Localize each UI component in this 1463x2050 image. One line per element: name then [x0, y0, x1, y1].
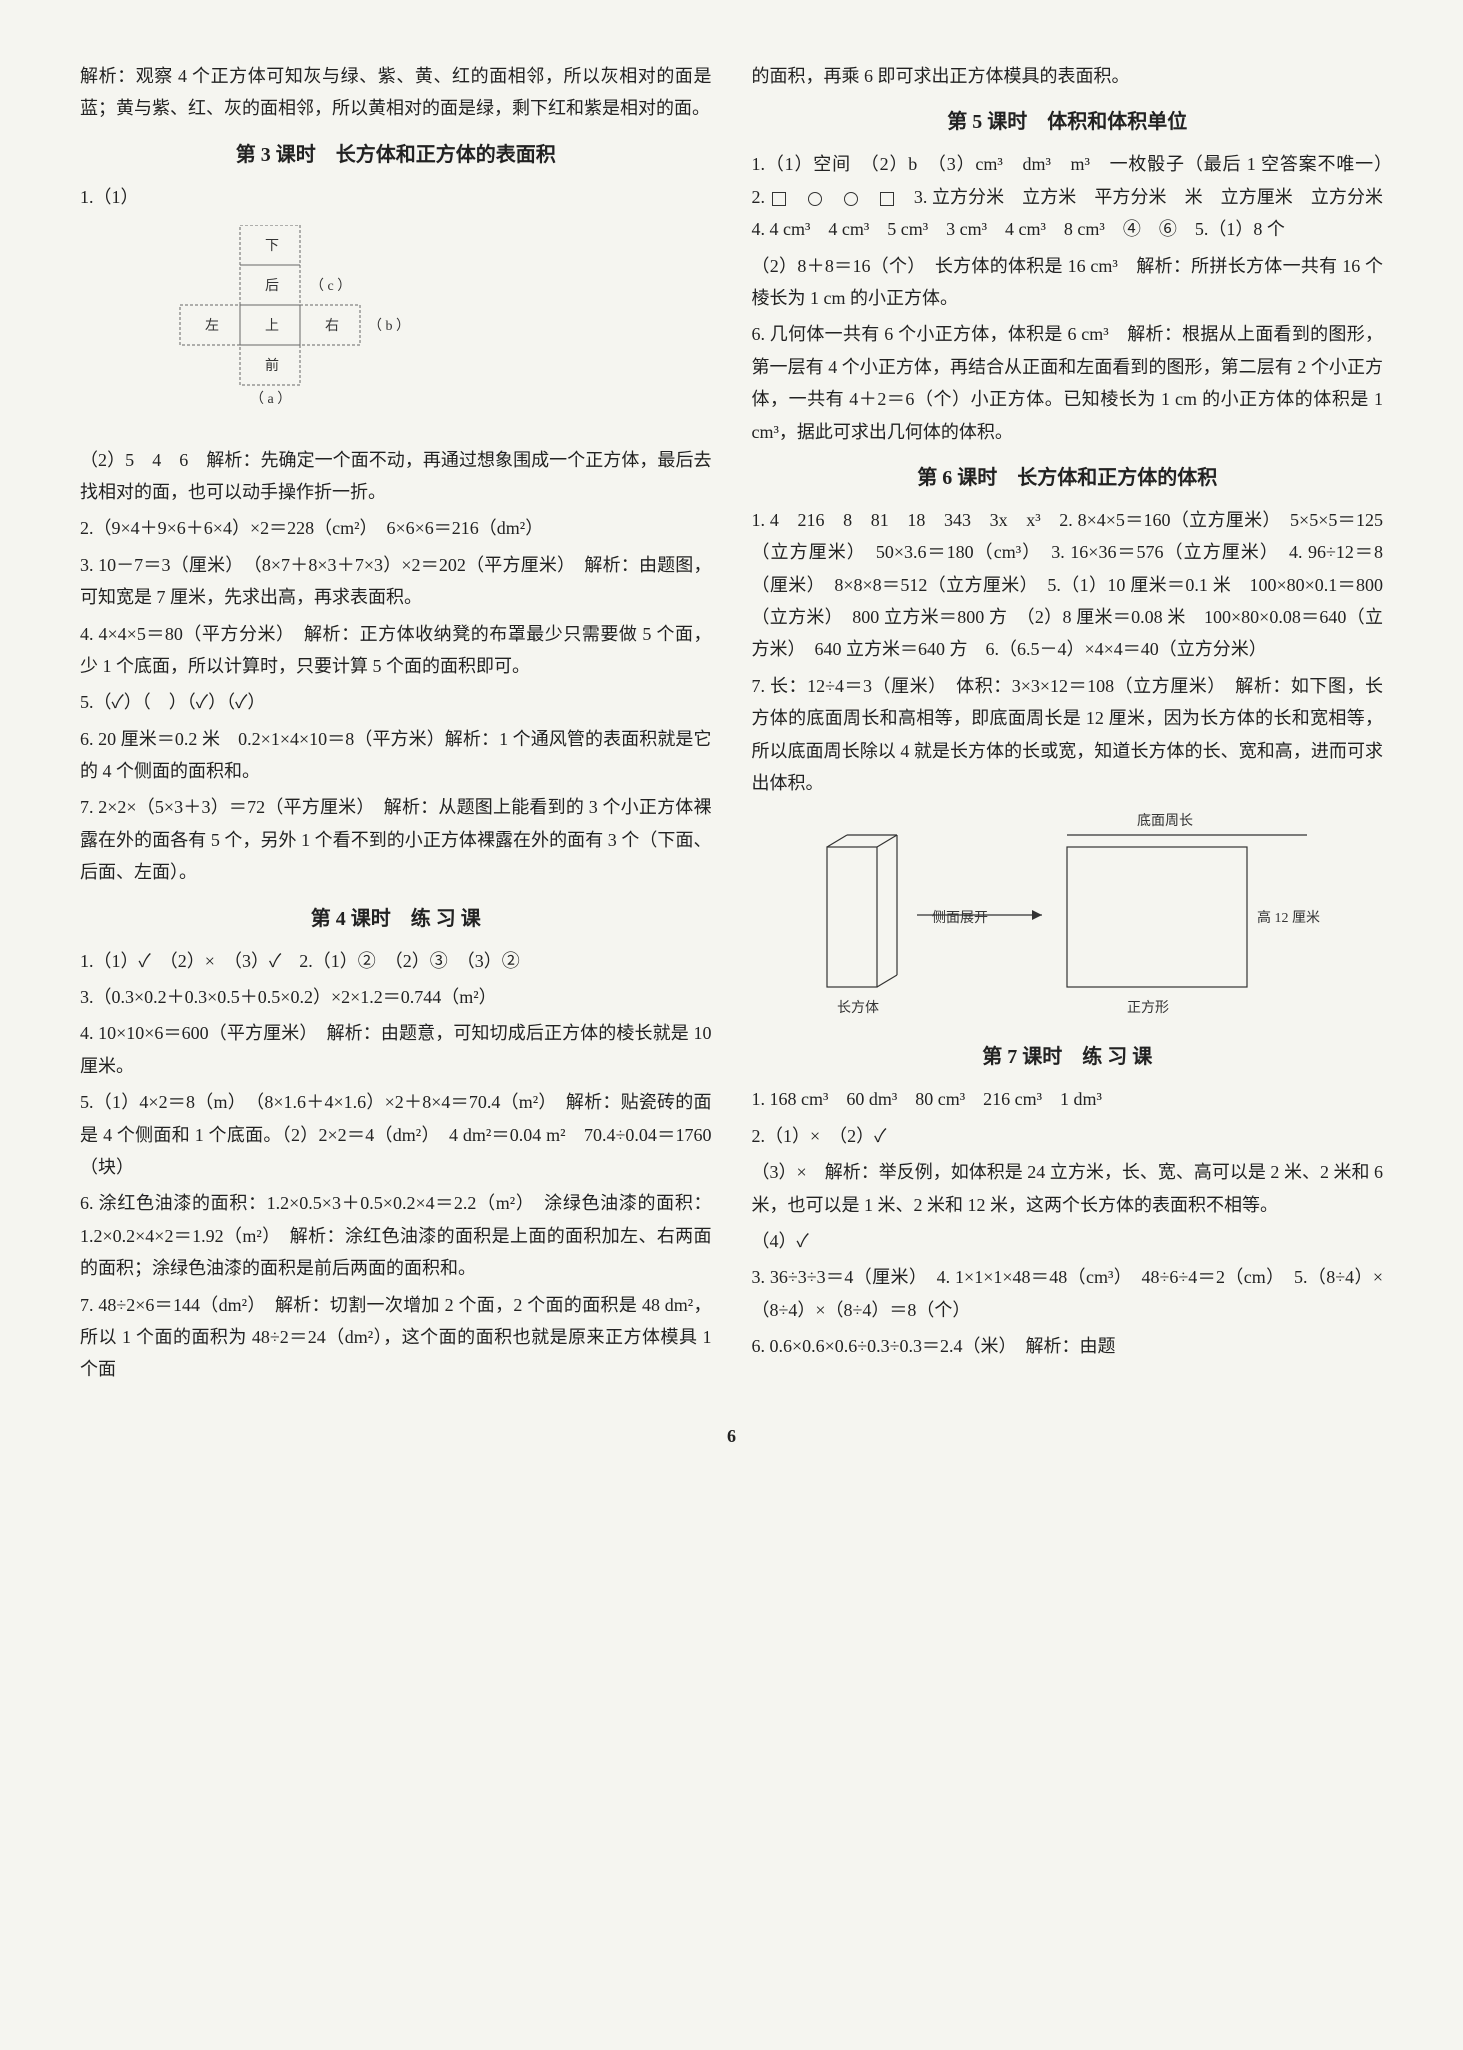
svg-text:（ c ）: （ c ） [310, 278, 351, 294]
cont-para: 的面积，再乘 6 即可求出正方体模具的表面积。 [752, 60, 1384, 92]
q6: 6. 20 厘米＝0.2 米 0.2×1×4×10＝8（平方米）解析：1 个通风… [80, 723, 712, 788]
q2: 2.（9×4＋9×6＋6×4）×2＝228（cm²） 6×6×6＝216（dm²… [80, 512, 712, 544]
s7-q2-4: （4）✓ [752, 1225, 1384, 1257]
s7-q1: 1. 168 cm³ 60 dm³ 80 cm³ 216 cm³ 1 dm³ [752, 1083, 1384, 1115]
svg-text:左: 左 [205, 318, 219, 334]
intro-para: 解析：观察 4 个正方体可知灰与绿、紫、黄、红的面相邻，所以灰相对的面是蓝；黄与… [80, 60, 712, 125]
svg-text:上: 上 [265, 318, 279, 334]
s4-q1: 1.（1）✓ （2）× （3）✓ 2.（1）② （2）③ （3）② [80, 945, 712, 977]
s7-q2-3: （3）× 解析：举反例，如体积是 24 立方米，长、宽、高可以是 2 米、2 米… [752, 1156, 1384, 1221]
page-container: 解析：观察 4 个正方体可知灰与绿、紫、黄、红的面相邻，所以灰相对的面是蓝；黄与… [80, 60, 1383, 1390]
svg-text:前: 前 [265, 357, 279, 374]
s5-q6: 6. 几何体一共有 6 个小正方体，体积是 6 cm³ 解析：根据从上面看到的图… [752, 318, 1384, 448]
s6-q7: 7. 长：12÷4＝3（厘米） 体积：3×3×12＝108（立方厘米） 解析：如… [752, 670, 1384, 800]
svg-text:正方形: 正方形 [1127, 1000, 1169, 1016]
s4-q5: 5.（1）4×2＝8（m） （8×1.6＋4×1.6）×2＋8×4＝70.4（m… [80, 1086, 712, 1183]
section-4-title: 第 4 课时 练 习 课 [80, 901, 712, 937]
svg-text:长方体: 长方体 [837, 1000, 879, 1016]
s5-q1: 1.（1）空间 （2）b （3）cm³ dm³ m³ 一枚骰子（最后 1 空答案… [752, 148, 1384, 245]
s6-q1: 1. 4 216 8 81 18 343 3x x³ 2. 8×4×5＝160（… [752, 504, 1384, 666]
circle-shape-icon [808, 192, 822, 206]
page-number: 6 [80, 1420, 1383, 1452]
right-column: 的面积，再乘 6 即可求出正方体模具的表面积。 第 5 课时 体积和体积单位 1… [752, 60, 1384, 1390]
svg-text:（ a ）: （ a ） [250, 391, 291, 407]
s7-q2: 2.（1）× （2）✓ [752, 1120, 1384, 1152]
svg-text:高 12 厘米: 高 12 厘米 [1257, 909, 1320, 926]
svg-text:（ b ）: （ b ） [368, 318, 410, 334]
q5: 5.（✓）（ ）（✓）（✓） [80, 686, 712, 718]
s7-q6: 6. 0.6×0.6×0.6÷0.3÷0.3＝2.4（米） 解析：由题 [752, 1330, 1384, 1362]
svg-text:右: 右 [325, 318, 339, 334]
cube-net-diagram: 下 后 （ c ） 左 上 右 （ b ） 前 （ a ） [140, 225, 460, 425]
section-6-title: 第 6 课时 长方体和正方体的体积 [752, 460, 1384, 496]
q7: 7. 2×2×（5×3＋3）＝72（平方厘米） 解析：从题图上能看到的 3 个小… [80, 791, 712, 888]
q1-2: （2）5 4 6 解析：先确定一个面不动，再通过想象围成一个正方体，最后去找相对… [80, 444, 712, 509]
s4-q4: 4. 10×10×6＝600（平方厘米） 解析：由题意，可知切成后正方体的棱长就… [80, 1017, 712, 1082]
s4-q3: 3.（0.3×0.2＋0.3×0.5＋0.5×0.2）×2×1.2＝0.744（… [80, 981, 712, 1013]
section-7-title: 第 7 课时 练 习 课 [752, 1039, 1384, 1075]
s7-q3: 3. 36÷3÷3＝4（厘米） 4. 1×1×1×48＝48（cm³） 48÷6… [752, 1261, 1384, 1326]
svg-text:后: 后 [265, 278, 279, 294]
section-3-title: 第 3 课时 长方体和正方体的表面积 [80, 137, 712, 173]
s4-q7: 7. 48÷2×6＝144（dm²） 解析：切割一次增加 2 个面，2 个面的面… [80, 1289, 712, 1386]
square-shape-icon [772, 192, 786, 206]
s4-q6: 6. 涂红色油漆的面积：1.2×0.5×3＋0.5×0.2×4＝2.2（m²） … [80, 1187, 712, 1284]
section-5-title: 第 5 课时 体积和体积单位 [752, 104, 1384, 140]
unfold-diagram: 底面周长 侧面展开 高 12 厘米 长方体 正方形 [787, 807, 1347, 1027]
left-column: 解析：观察 4 个正方体可知灰与绿、紫、黄、红的面相邻，所以灰相对的面是蓝；黄与… [80, 60, 712, 1390]
circle-shape-icon [844, 192, 858, 206]
square-shape-icon [880, 192, 894, 206]
s5-q5-2: （2）8＋8＝16（个） 长方体的体积是 16 cm³ 解析：所拼长方体一共有 … [752, 250, 1384, 315]
q4: 4. 4×4×5＝80（平方分米） 解析：正方体收纳凳的布罩最少只需要做 5 个… [80, 618, 712, 683]
svg-text:侧面展开: 侧面展开 [932, 910, 988, 926]
svg-text:底面周长: 底面周长 [1137, 813, 1193, 829]
svg-text:下: 下 [265, 239, 279, 254]
q3: 3. 10－7＝3（厘米） （8×7＋8×3＋7×3）×2＝202（平方厘米） … [80, 549, 712, 614]
q1-label: 1.（1） [80, 181, 712, 213]
